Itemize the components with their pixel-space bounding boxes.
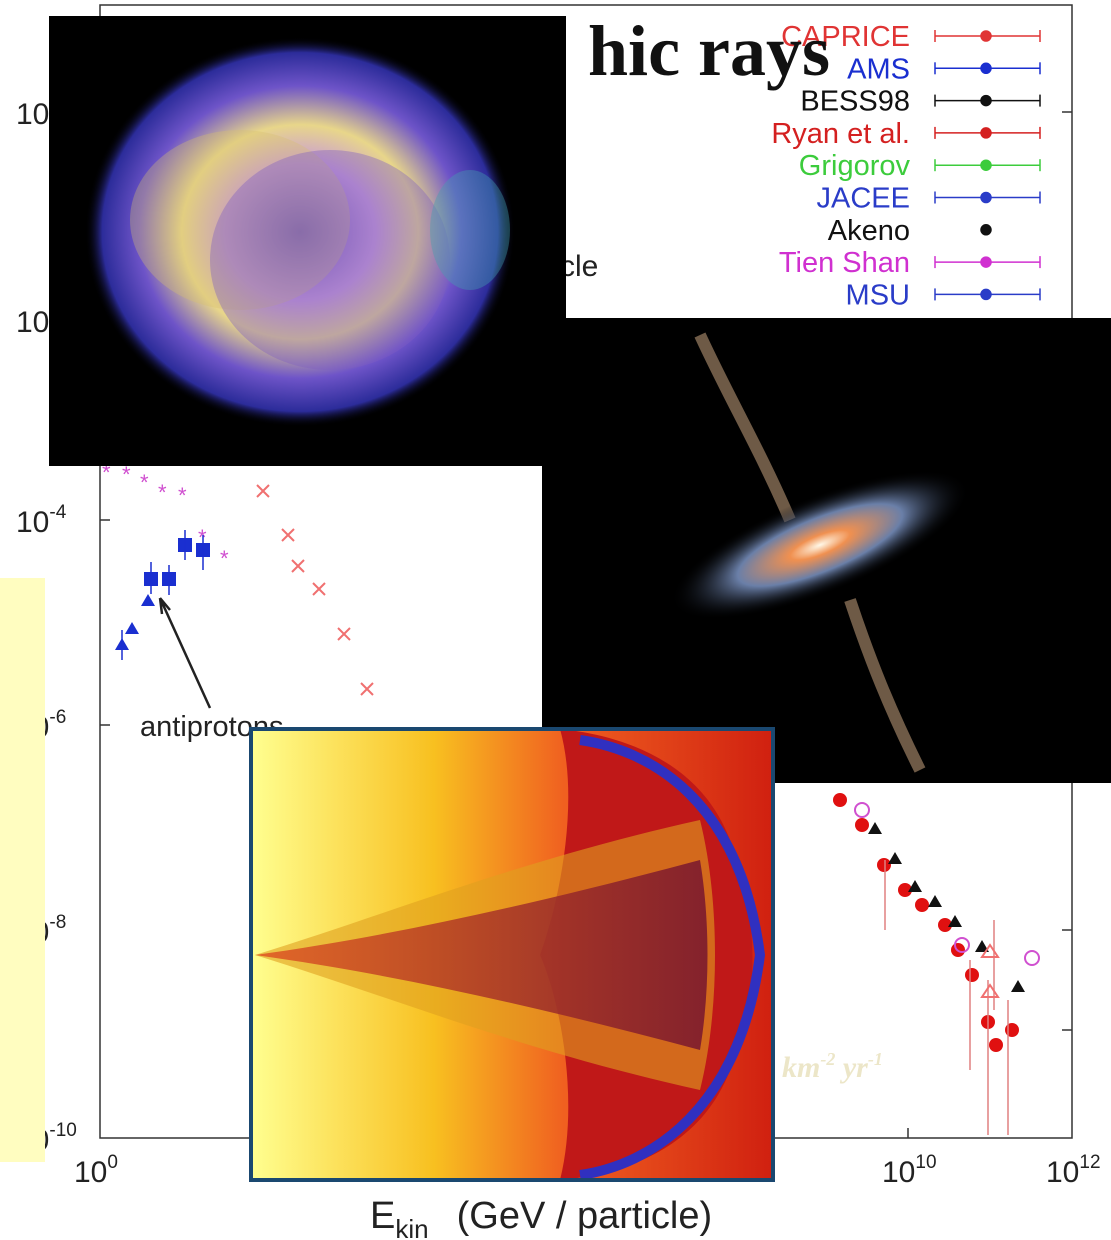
x-label-sub: kin — [395, 1214, 428, 1240]
legend-symbol — [981, 160, 991, 170]
legend-label: Ryan et al. — [771, 118, 910, 150]
legend-label: AMS — [847, 53, 910, 85]
tick-exp: -4 — [49, 502, 66, 523]
tick-base: 10 — [16, 306, 49, 339]
legend-marker — [935, 95, 1040, 107]
tick-exp: 0 — [107, 1152, 118, 1173]
flux-unit: km-2 yr-1 — [782, 1049, 883, 1084]
tick-base: 10 — [16, 506, 49, 539]
slide: 1001010101210010-210-410-610-810-10 CAPR… — [0, 0, 1111, 1240]
legend-marker — [935, 62, 1040, 74]
legend-symbol — [981, 289, 991, 299]
tick-exp: -8 — [49, 912, 66, 933]
tick-label: 1012 — [1046, 1152, 1101, 1189]
unit-base: km — [782, 1051, 820, 1084]
unit-mid: yr — [835, 1051, 868, 1084]
unit-exp: -2 — [820, 1049, 835, 1069]
legend-marker — [935, 192, 1040, 204]
legend-marker — [935, 30, 1040, 42]
legend-label: Tien Shan — [779, 247, 910, 279]
supernova-image — [49, 16, 566, 466]
svg-text:*: * — [220, 546, 229, 571]
tick-exp: 10 — [915, 1152, 936, 1173]
svg-text:*: * — [140, 470, 149, 495]
legend-symbol — [981, 96, 991, 106]
legend-marker — [981, 225, 991, 235]
tick-label: 10-4 — [16, 502, 67, 539]
legend-symbol — [981, 257, 991, 267]
legend-marker — [935, 159, 1040, 171]
x-axis-label: Ekin (GeV / particle) — [370, 1195, 712, 1240]
x-label-unit: (GeV / particle) — [457, 1195, 713, 1237]
tick-base: 10 — [16, 98, 49, 131]
unit-exp: -1 — [868, 1049, 883, 1069]
tick-label: 100 — [74, 1152, 118, 1189]
legend-label: Akeno — [828, 215, 910, 247]
tick-base: 10 — [882, 1156, 915, 1189]
tick-exp: -10 — [49, 1120, 76, 1141]
legend-marker — [935, 127, 1040, 139]
side-box — [0, 578, 45, 1162]
legend-label: MSU — [846, 279, 910, 311]
page: 1001010101210010-210-410-610-810-10 CAPR… — [0, 0, 1111, 1240]
legend-symbol — [981, 63, 991, 73]
legend-symbol — [981, 193, 991, 203]
legend-marker — [935, 288, 1040, 300]
jet-image — [251, 729, 773, 1180]
tick-base: 10 — [74, 1156, 107, 1189]
tick-label: 1010 — [882, 1152, 937, 1189]
legend-label: Grigorov — [799, 150, 911, 182]
galaxy-image — [542, 318, 1111, 783]
svg-text:*: * — [158, 480, 167, 505]
legend-marker — [935, 256, 1040, 268]
tick-exp: 12 — [1079, 1152, 1100, 1173]
legend-symbol — [981, 225, 991, 235]
svg-text:*: * — [178, 483, 187, 508]
legend-symbol — [981, 128, 991, 138]
x-label-main: E — [370, 1195, 395, 1237]
legend-label: JACEE — [817, 183, 910, 215]
tick-exp: -6 — [49, 707, 66, 728]
legend-symbol — [981, 31, 991, 41]
slide-title: hic rays — [588, 11, 830, 91]
tick-base: 10 — [1046, 1156, 1079, 1189]
